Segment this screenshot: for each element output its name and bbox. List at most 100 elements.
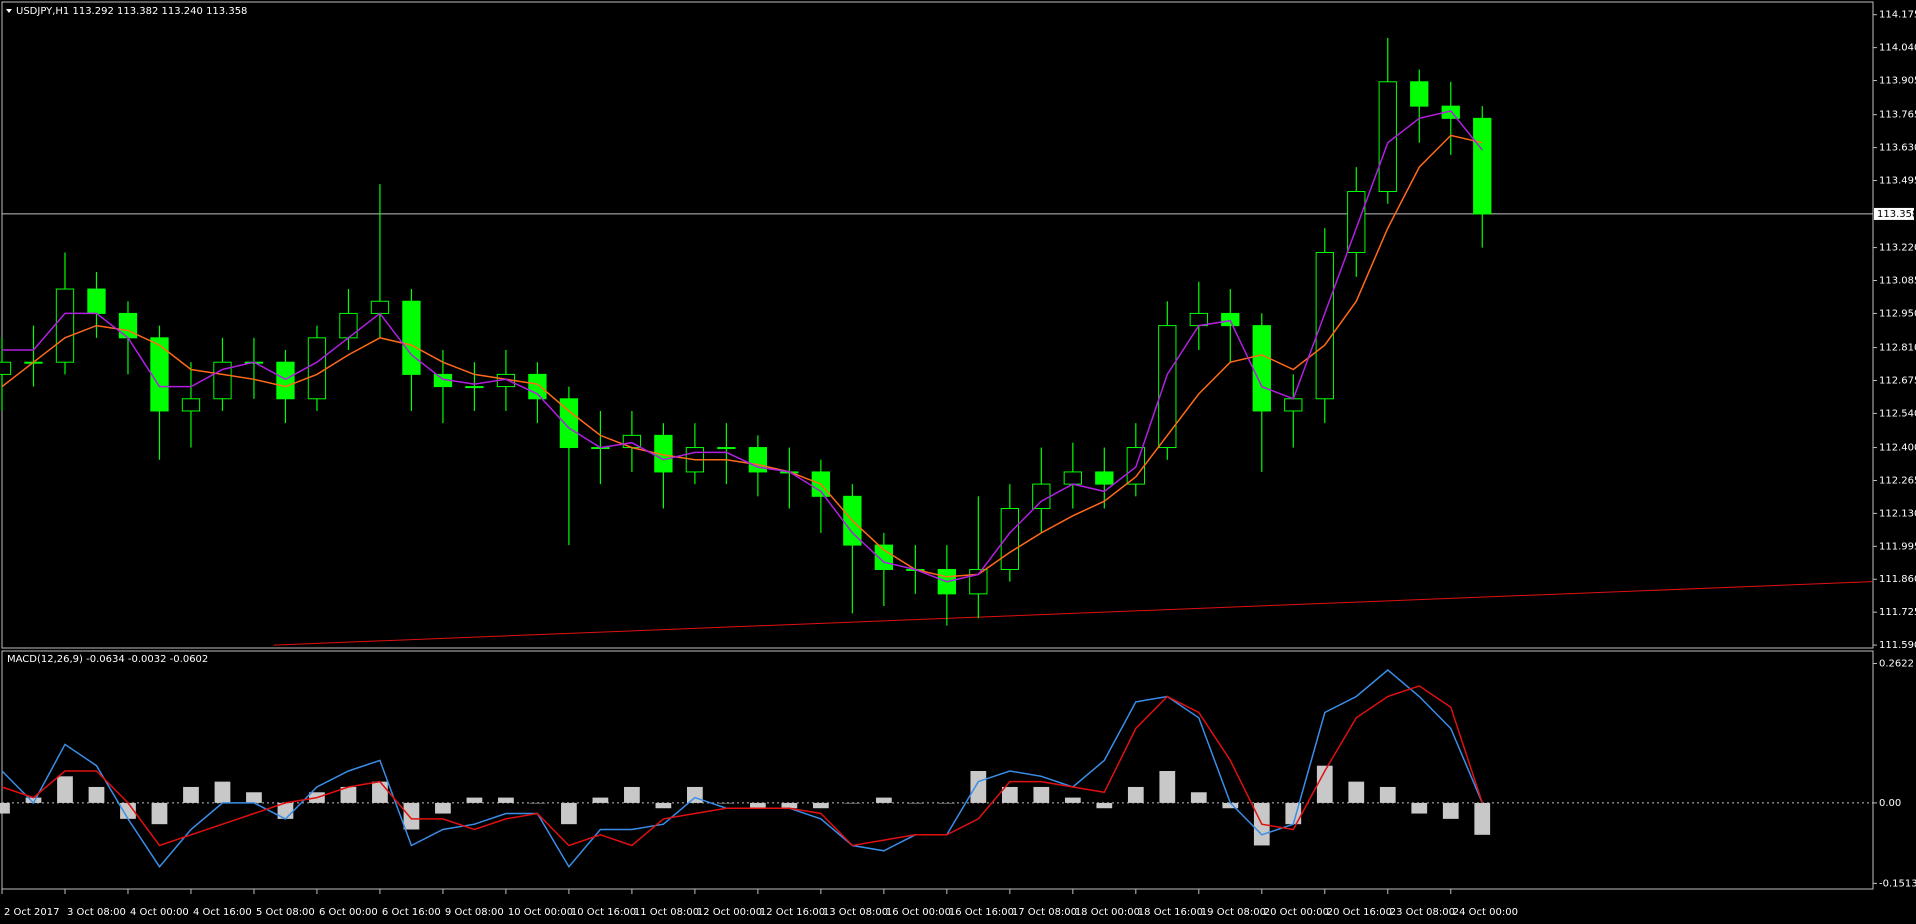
x-tick-label: 16 Oct 16:00 <box>949 907 1014 918</box>
x-tick-label: 12 Oct 16:00 <box>760 907 825 918</box>
y-tick-label: 111.590 <box>1879 640 1916 651</box>
x-tick-label: 9 Oct 08:00 <box>445 907 504 918</box>
x-tick-label: 5 Oct 08:00 <box>256 907 315 918</box>
candle-body <box>1189 312 1208 327</box>
x-tick-label: 12 Oct 00:00 <box>697 907 762 918</box>
histogram-bar <box>844 802 861 804</box>
y-tick-label: 111.725 <box>1879 607 1916 618</box>
candle-body <box>181 398 201 412</box>
candle-body <box>276 361 295 400</box>
histogram-bar <box>1190 792 1207 803</box>
candle-body <box>87 288 106 314</box>
histogram-bar <box>875 797 892 803</box>
candle-body <box>559 398 579 449</box>
histogram-bar <box>1474 802 1491 835</box>
indicator-line <box>1 685 1484 847</box>
x-tick-label: 20 Oct 16:00 <box>1327 907 1392 918</box>
x-tick-label: 23 Oct 08:00 <box>1390 907 1455 918</box>
y-tick-label: 113.905 <box>1879 76 1916 87</box>
candle-body <box>1032 483 1051 510</box>
x-tick-label: 4 Oct 00:00 <box>130 907 189 918</box>
candle-body <box>1000 508 1019 570</box>
histogram-bar <box>340 786 357 803</box>
x-tick-label: 10 Oct 16:00 <box>571 907 636 918</box>
histogram-bar <box>1442 802 1459 819</box>
y-tick-label: -0.1513 <box>1879 878 1916 889</box>
histogram-bar <box>655 802 672 809</box>
current-price-label: 113.358 <box>1877 209 1916 220</box>
chart-title: USDJPY,H1 113.292 113.382 113.240 113.35… <box>16 6 247 17</box>
candle-body <box>307 337 327 400</box>
candle-body <box>1221 312 1240 327</box>
y-tick-label: 0.00 <box>1879 798 1901 809</box>
candle-body <box>1410 81 1429 107</box>
x-tick-label: 2 Oct 2017 <box>4 907 59 918</box>
trend-line <box>273 581 1873 646</box>
candle-body <box>1158 325 1177 449</box>
candle-body <box>118 312 138 339</box>
y-tick-label: 113.495 <box>1879 176 1916 187</box>
histogram-bar <box>1316 765 1333 803</box>
x-tick-label: 6 Oct 16:00 <box>382 907 441 918</box>
candle-body <box>402 300 421 375</box>
histogram-bar <box>214 781 231 803</box>
y-tick-label: 112.540 <box>1879 408 1916 419</box>
histogram-bar <box>812 802 829 809</box>
histogram-bar <box>561 802 577 825</box>
histogram-bar <box>718 802 735 804</box>
histogram-bar <box>25 797 42 803</box>
x-tick-label: 19 Oct 08:00 <box>1201 907 1266 918</box>
y-tick-label: 114.175 <box>1879 10 1916 21</box>
y-tick-label: 113.220 <box>1879 243 1916 254</box>
y-tick-label: 112.950 <box>1879 308 1916 319</box>
histogram-bar <box>498 797 514 803</box>
histogram-bar <box>466 797 483 803</box>
histogram-bar <box>435 802 451 814</box>
candle-body <box>1252 325 1271 412</box>
macd-title: MACD(12,26,9) -0.0634 -0.0032 -0.0602 <box>7 654 208 665</box>
candle-body <box>1095 471 1114 485</box>
x-tick-label: 18 Oct 00:00 <box>1075 907 1140 918</box>
indicator-line <box>1 134 1483 578</box>
histogram-bar <box>1064 797 1081 803</box>
candle-body <box>528 373 547 400</box>
histogram-bar <box>403 802 420 830</box>
histogram-bar <box>781 802 798 809</box>
x-tick-label: 4 Oct 16:00 <box>193 907 252 918</box>
y-tick-label: 111.995 <box>1879 541 1916 552</box>
histogram-bar <box>624 786 640 803</box>
histogram-bar <box>938 802 955 804</box>
histogram-bar <box>1096 802 1113 809</box>
y-tick-label: 113.630 <box>1879 143 1916 154</box>
title-arrow <box>6 9 12 13</box>
y-tick-label: 111.860 <box>1879 574 1916 585</box>
histogram-bar <box>1379 786 1396 803</box>
histogram-bar <box>1411 802 1428 814</box>
candle-body <box>1284 398 1303 412</box>
histogram-bar <box>57 776 73 803</box>
x-tick-label: 6 Oct 00:00 <box>319 907 378 918</box>
histogram-bar <box>88 786 105 803</box>
x-tick-label: 3 Oct 08:00 <box>67 907 126 918</box>
candle-body <box>1347 191 1366 253</box>
histogram-bar <box>529 802 546 804</box>
histogram-bar <box>1033 786 1050 803</box>
main-panel-frame <box>1 1 1874 649</box>
candle-body <box>0 361 12 375</box>
histogram-bar <box>592 797 609 803</box>
histogram-bar <box>183 786 199 803</box>
candle-body <box>55 288 75 363</box>
candle-body <box>1473 117 1492 215</box>
y-tick-label: 112.675 <box>1879 375 1916 386</box>
y-tick-label: 112.400 <box>1879 443 1916 454</box>
histogram-bar <box>1159 771 1176 803</box>
y-tick-label: 114.040 <box>1879 43 1916 54</box>
candle-body <box>370 300 390 314</box>
histogram-bar <box>750 802 766 809</box>
candle-body <box>339 312 358 339</box>
histogram-bar <box>1348 781 1365 803</box>
histogram-bar <box>246 792 262 803</box>
y-tick-label: 112.130 <box>1879 508 1916 519</box>
indicator-line <box>2 110 1483 583</box>
